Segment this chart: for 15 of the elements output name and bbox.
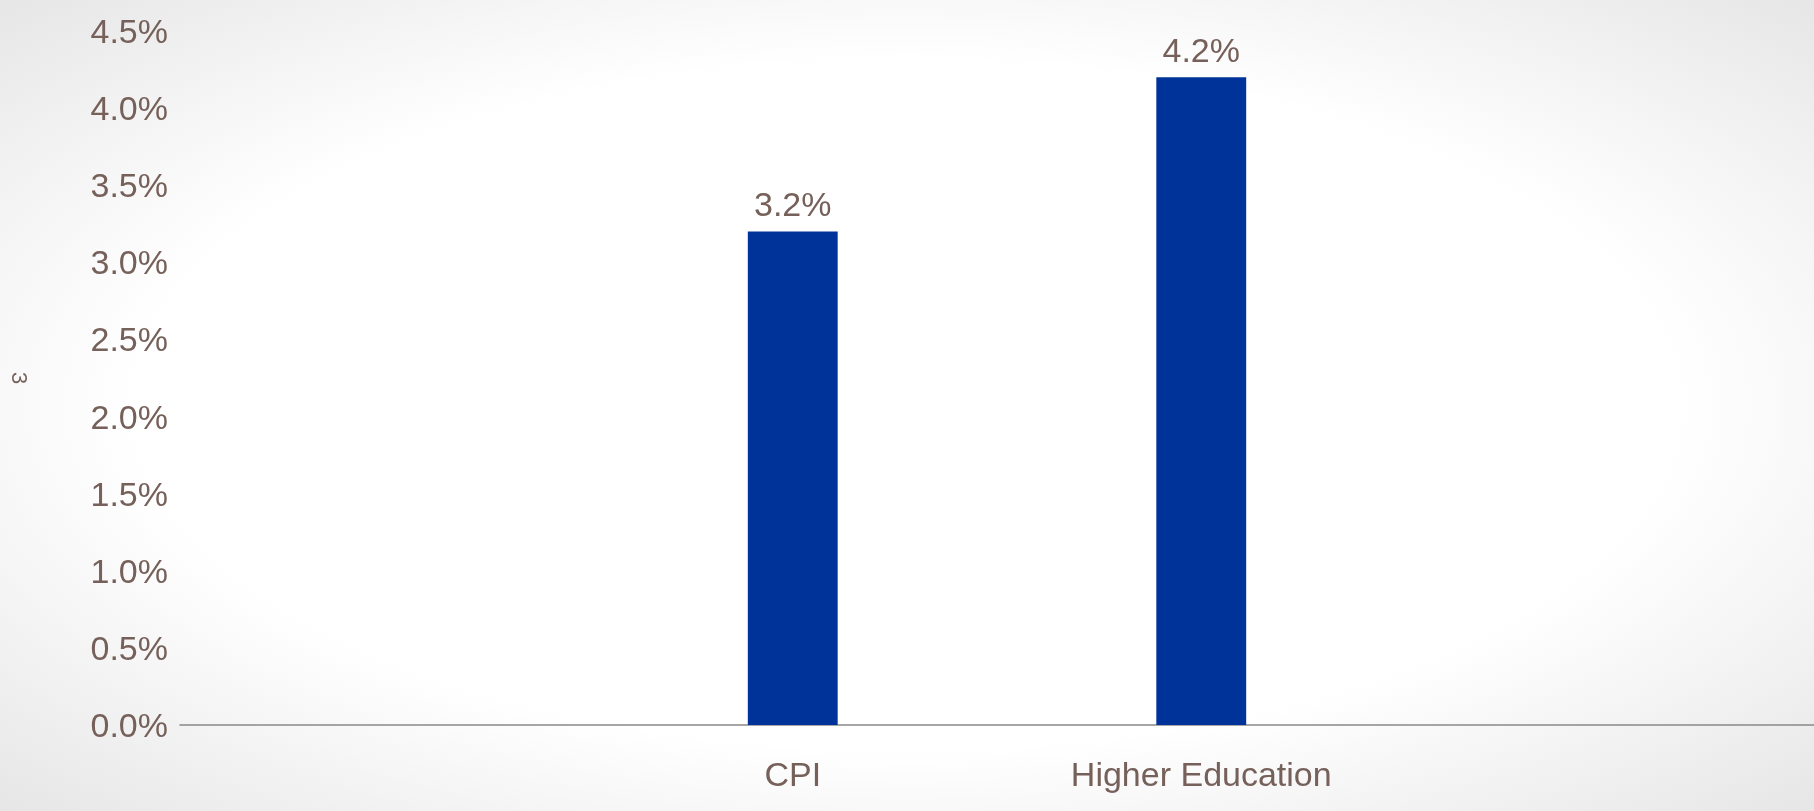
y-tick-label: 3.0% [90, 243, 168, 282]
y-tick-label: 4.5% [90, 12, 168, 50]
y-axis-title: 3 [6, 371, 32, 385]
x-tick-label: Higher Education [1070, 755, 1332, 793]
data-label: 4.2% [1162, 31, 1240, 70]
y-tick-label: 4.0% [90, 89, 168, 128]
y-tick-label: 3.5% [90, 166, 168, 205]
y-tick-label: 2.5% [90, 320, 168, 359]
y-tick-label: 1.5% [90, 474, 168, 513]
y-tick-label: 0.5% [90, 628, 168, 667]
x-tick-label: CPI [764, 755, 822, 793]
y-tick-label: 2.0% [90, 397, 168, 436]
data-label: 3.2% [754, 185, 832, 224]
y-tick-label: 0.0% [90, 706, 168, 744]
y-tick-label: 1.0% [90, 551, 168, 590]
